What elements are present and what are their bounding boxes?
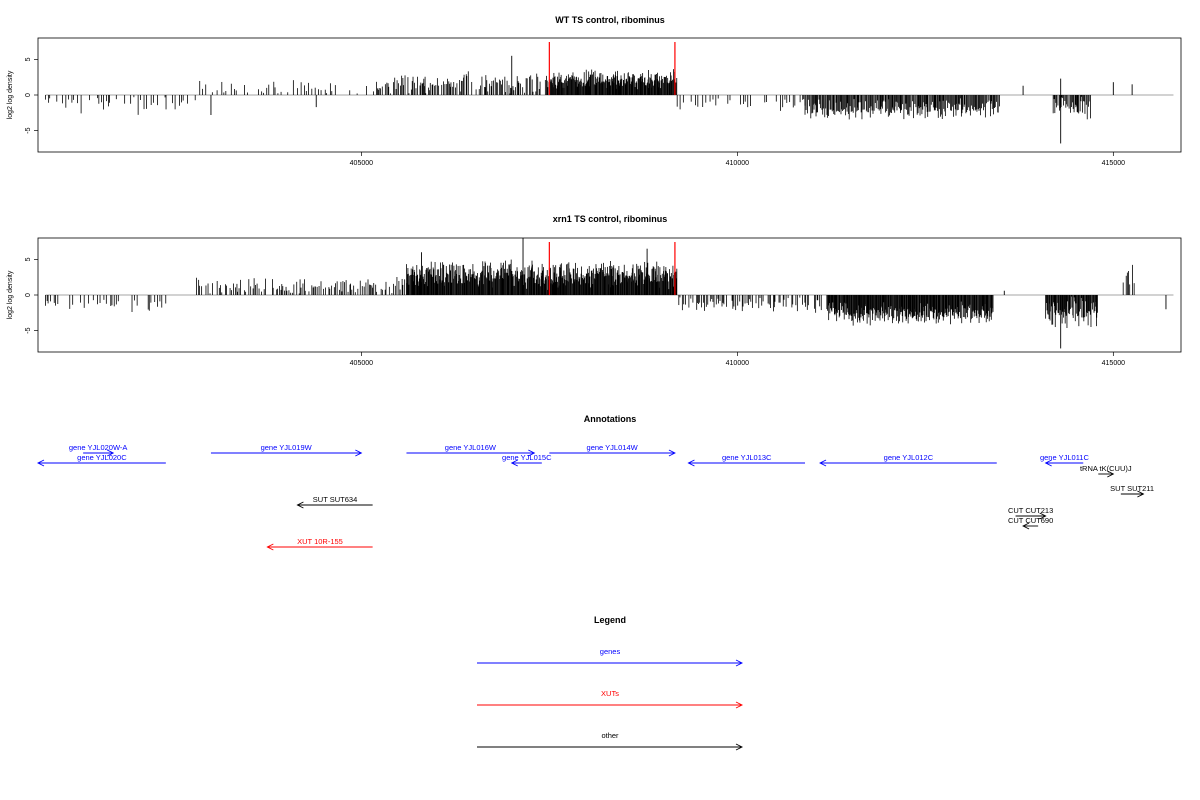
feature-label: tRNA tK(CUU)J: [1080, 464, 1132, 473]
feature-arrowhead-icon: [819, 459, 827, 467]
wt-y-tick-label: -5: [25, 127, 32, 133]
annotation-feature: gene YJL020W-A: [69, 443, 128, 457]
feature-arrowhead-icon: [687, 459, 695, 467]
wt-axes-group: 405000 410000 415000 5 0 -5: [25, 57, 1125, 167]
feature-label: gene YJL014W: [587, 443, 639, 452]
legend-arrowhead-icon: [735, 743, 744, 751]
feature-label: XUT 10R-155: [297, 537, 343, 546]
annotation-feature: gene YJL011C: [1040, 453, 1090, 467]
legend-items: genes XUTs other: [477, 647, 744, 751]
annotations-title: Annotations: [584, 414, 637, 424]
feature-label: SUT SUT634: [313, 495, 357, 504]
annotation-feature: gene YJL015C: [502, 453, 552, 467]
feature-label: CUT CUT690: [1008, 516, 1053, 525]
annotation-feature: CUT CUT690: [1008, 516, 1053, 530]
wt-coverage-panel: WT TS control, ribominus log2 log densit…: [7, 15, 1182, 167]
legend-label: XUTs: [601, 689, 619, 698]
legend-arrowhead-icon: [735, 659, 744, 667]
feature-arrowhead-icon: [1107, 470, 1115, 478]
legend-item: genes: [477, 647, 744, 667]
feature-arrowhead-icon: [1022, 522, 1030, 530]
feature-label: gene YJL020C: [77, 453, 127, 462]
xrn1-panel-title: xrn1 TS control, ribominus: [553, 214, 668, 224]
xrn1-coverage-panel: xrn1 TS control, ribominus log2 log dens…: [7, 214, 1182, 367]
xrn1-bars-group: [45, 238, 1174, 349]
feature-label: gene YJL012C: [884, 453, 934, 462]
feature-arrowhead-icon: [1137, 490, 1145, 498]
wt-y-tick-label: 0: [25, 93, 32, 97]
legend-item: other: [477, 731, 744, 751]
xrn1-y-tick-label: 5: [25, 257, 32, 261]
feature-label: SUT SUT211: [1110, 484, 1154, 493]
annotation-feature: gene YJL020C: [36, 453, 166, 467]
wt-y-tick-label: 5: [25, 57, 32, 61]
legend-arrowhead-icon: [735, 701, 744, 709]
xrn1-axes-group: 405000 410000 415000 5 0 -5: [25, 257, 1125, 367]
feature-arrowhead-icon: [668, 449, 676, 457]
feature-label: gene YJL015C: [502, 453, 552, 462]
feature-arrowhead-icon: [106, 449, 115, 457]
wt-panel-title: WT TS control, ribominus: [555, 15, 665, 25]
feature-arrowhead-icon: [36, 459, 45, 467]
legend-item: XUTs: [477, 689, 744, 709]
annotation-feature: tRNA tK(CUU)J: [1080, 464, 1132, 478]
feature-arrowhead-icon: [510, 459, 518, 467]
xrn1-x-tick-label: 415000: [1102, 360, 1125, 367]
feature-arrowhead-icon: [355, 449, 363, 457]
legend-title: Legend: [594, 615, 626, 625]
xrn1-x-tick-label: 405000: [350, 360, 373, 367]
feature-label: gene YJL019W: [261, 443, 313, 452]
wt-x-tick-label: 405000: [350, 160, 373, 167]
xrn1-y-tick-label: -5: [25, 327, 32, 333]
xrn1-y-axis-label: log2 log density: [7, 270, 14, 319]
annotation-feature: gene YJL012C: [819, 453, 997, 467]
feature-arrowhead-icon: [528, 449, 536, 457]
wt-x-tick-label: 410000: [726, 160, 749, 167]
legend-label: genes: [600, 647, 621, 656]
feature-arrowhead-icon: [1039, 512, 1047, 520]
annotation-feature: SUT SUT634: [296, 495, 373, 509]
xrn1-x-tick-label: 410000: [726, 360, 749, 367]
feature-label: gene YJL011C: [1040, 453, 1090, 462]
feature-label: gene YJL013C: [722, 453, 772, 462]
feature-arrowhead-icon: [266, 543, 274, 551]
feature-label: gene YJL020W-A: [69, 443, 128, 452]
annotation-feature: XUT 10R-155: [266, 537, 373, 551]
legend-label: other: [601, 731, 619, 740]
annotation-feature: CUT CUT213: [1008, 506, 1053, 520]
xrn1-y-tick-label: 0: [25, 293, 32, 297]
feature-label: gene YJL016W: [445, 443, 497, 452]
feature-label: CUT CUT213: [1008, 506, 1053, 515]
wt-bars-group: [45, 42, 1174, 144]
legend-panel: Legend genes XUTs other: [477, 615, 744, 751]
feature-arrowhead-icon: [296, 501, 304, 509]
annotation-feature: SUT SUT211: [1110, 484, 1154, 498]
annotation-feature: gene YJL016W: [406, 443, 536, 457]
annotation-feature: gene YJL019W: [210, 443, 363, 457]
wt-y-axis-label: log2 log density: [7, 70, 14, 119]
annotation-feature: gene YJL013C: [687, 453, 806, 467]
feature-arrowhead-icon: [1044, 459, 1052, 467]
annotation-feature: gene YJL014W: [549, 443, 676, 457]
wt-x-tick-label: 415000: [1102, 160, 1125, 167]
